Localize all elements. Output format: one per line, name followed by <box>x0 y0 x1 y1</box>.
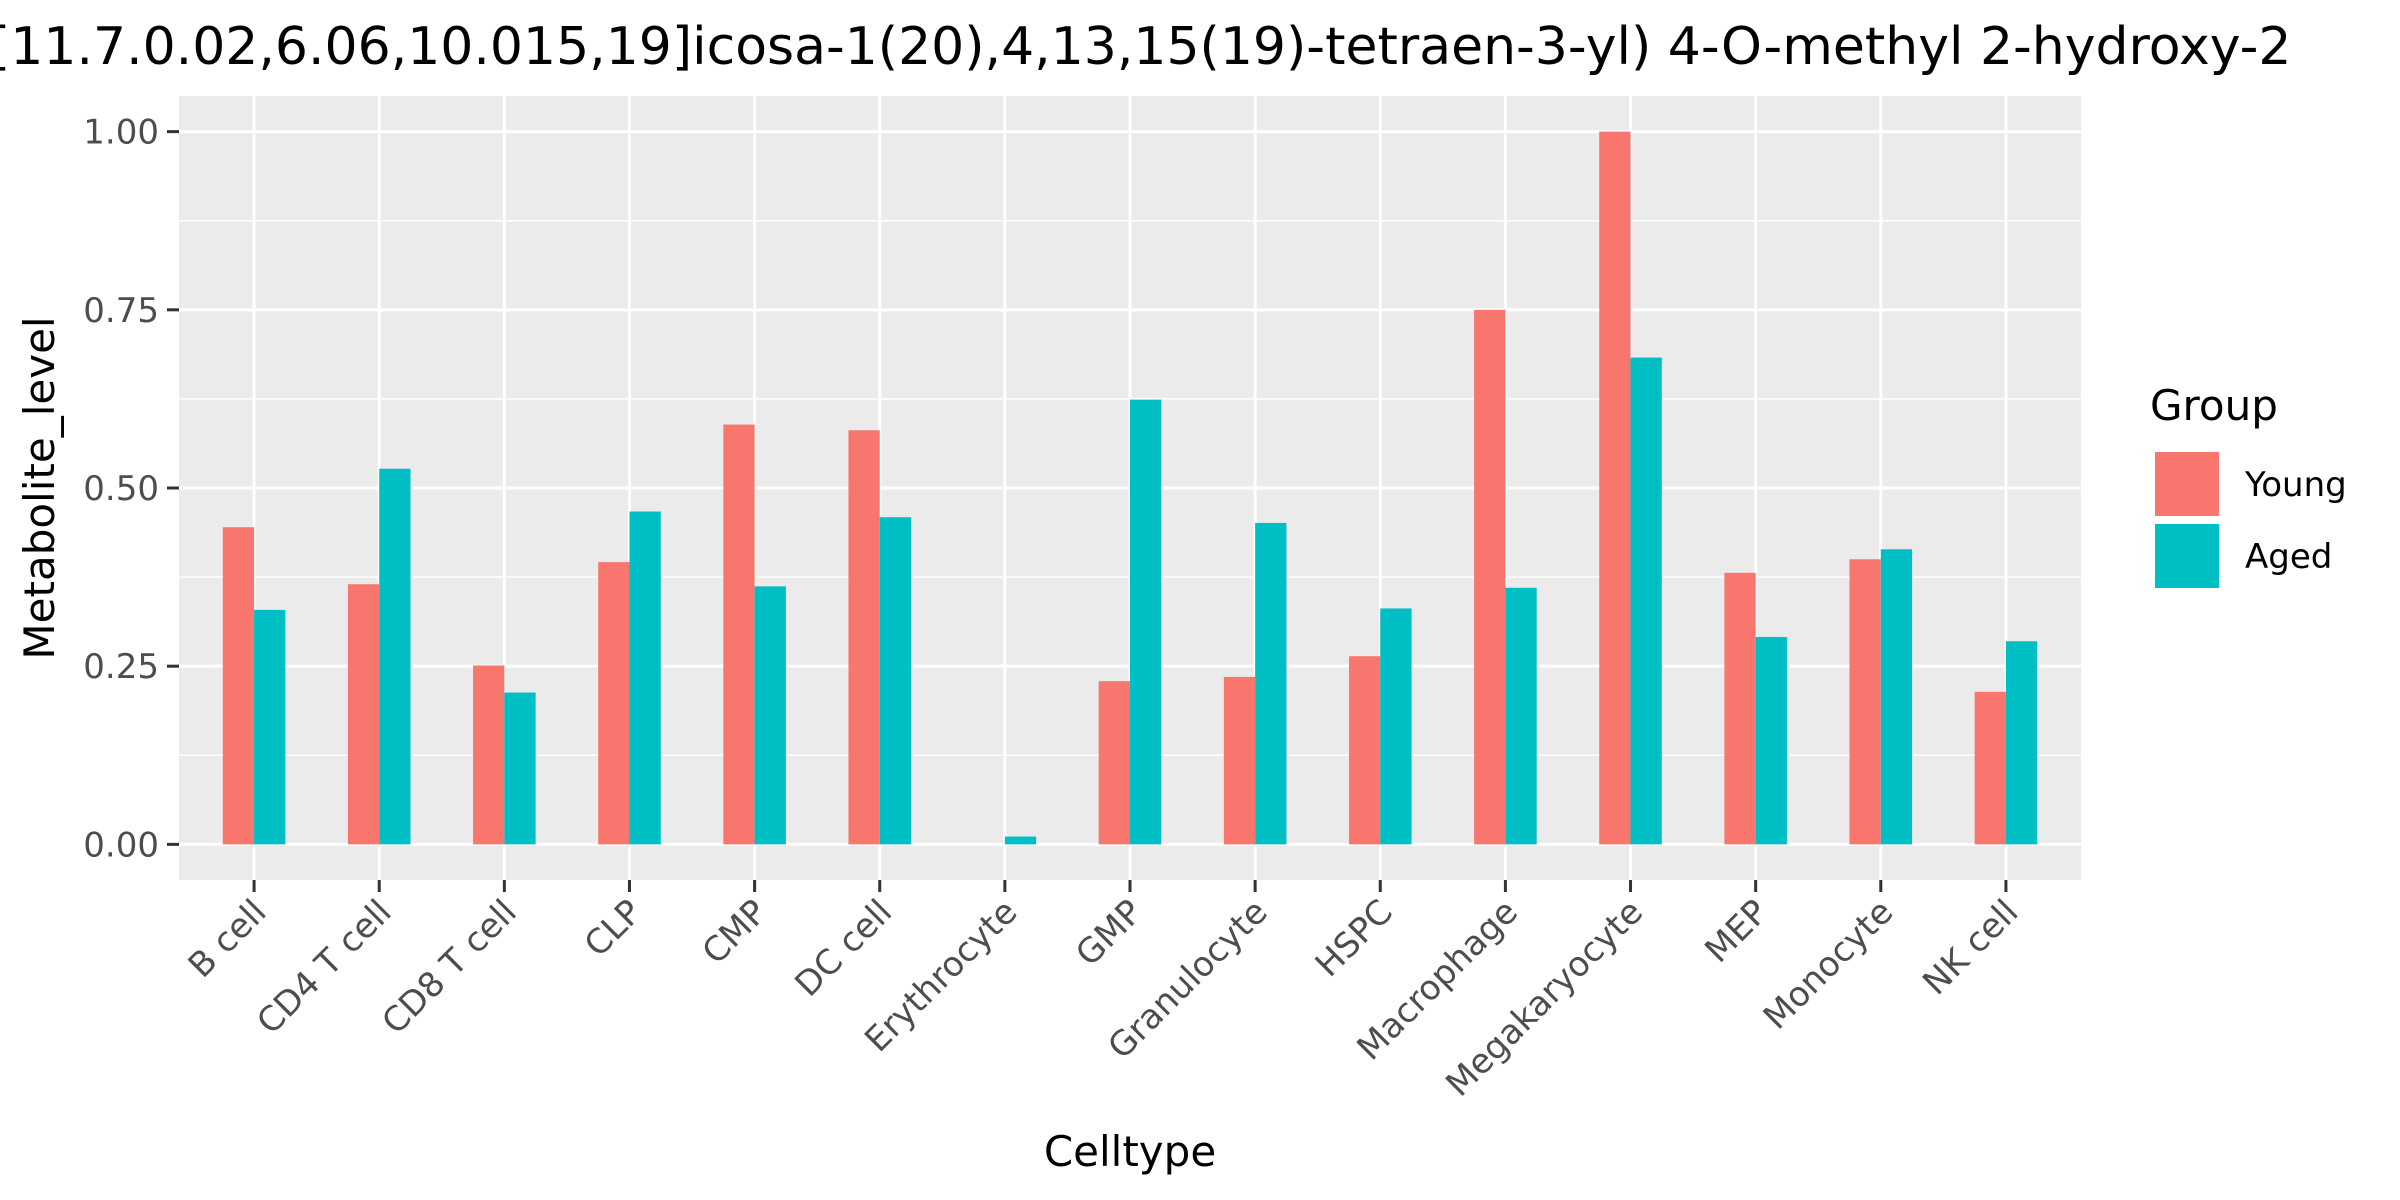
y-tick-label: 0.25 <box>83 647 159 687</box>
y-tick-label: 0.50 <box>83 469 159 509</box>
bar-young <box>1348 656 1381 845</box>
bar-aged <box>379 468 411 845</box>
y-axis-title: Metabolite_level <box>15 316 64 659</box>
x-tick-label: CD8 T cell <box>374 892 524 1042</box>
x-tick-label: B cell <box>181 892 275 986</box>
x-tick-label: Monocyte <box>1756 892 1901 1037</box>
bar-aged <box>1880 549 1913 845</box>
x-tick-label: DC cell <box>788 892 901 1005</box>
bar-young <box>1223 676 1256 845</box>
bar-aged <box>1505 587 1537 845</box>
bar-young <box>723 424 755 845</box>
x-tick-label: NK cell <box>1915 892 2026 1003</box>
bar-aged <box>1755 636 1787 845</box>
bar-aged <box>629 511 661 845</box>
legend-title: Group <box>2150 381 2278 430</box>
bar-young <box>848 430 880 845</box>
bar-young <box>1474 309 1506 845</box>
x-tick-label: CMP <box>695 892 775 972</box>
bar-young <box>347 584 380 845</box>
bar-aged <box>1255 522 1287 845</box>
bar-aged <box>879 517 912 845</box>
x-tick-label: HSPC <box>1308 892 1401 985</box>
bar-aged <box>1630 357 1662 845</box>
x-tick-label: CD4 T cell <box>249 892 399 1042</box>
y-tick-label: 1.00 <box>83 113 159 153</box>
chart-title: [11.7.0.02,6.06,10.015,19]icosa-1(20),4,… <box>0 17 2291 77</box>
bar-aged <box>1130 399 1162 845</box>
legend-key-aged <box>2155 524 2219 588</box>
bars <box>222 131 2038 845</box>
bar-aged <box>504 692 536 845</box>
bar-aged <box>2005 641 2038 845</box>
bar-aged <box>1380 608 1412 845</box>
bar-young <box>1974 691 2006 845</box>
bar-young <box>222 527 255 845</box>
bar-aged <box>254 609 286 845</box>
y-tick-label: 0.75 <box>83 291 159 331</box>
x-tick-label: MEP <box>1697 892 1776 971</box>
bar-aged <box>754 586 786 845</box>
bar-young <box>1849 559 1881 845</box>
x-tick-label: CLP <box>577 892 650 965</box>
bar-young <box>598 562 630 845</box>
legend-key-young <box>2155 452 2219 516</box>
x-tick-label: GMP <box>1068 892 1150 974</box>
bar-young <box>1098 681 1130 845</box>
legend: Group Young Aged <box>2150 381 2347 588</box>
x-axis-title: Celltype <box>1044 1127 1216 1176</box>
y-tick-label: 0.00 <box>83 825 159 865</box>
bar-aged <box>1004 836 1037 845</box>
bar-young <box>1599 131 1631 845</box>
bar-young <box>1724 572 1756 845</box>
y-axis: 0.00 0.25 0.50 0.75 1.00 <box>83 113 179 865</box>
legend-label-aged: Aged <box>2245 537 2332 577</box>
bar-young <box>473 665 505 845</box>
legend-label-young: Young <box>2244 465 2347 505</box>
